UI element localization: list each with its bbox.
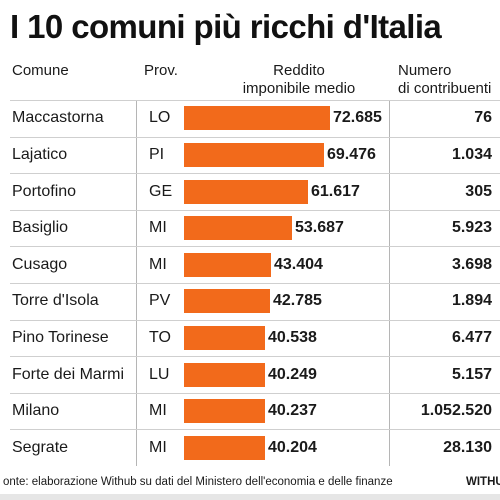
- prov-label: MI: [149, 219, 167, 236]
- prov-label: PI: [149, 146, 165, 163]
- prov-label: GE: [149, 183, 173, 200]
- contribuenti-value: 3.698: [451, 256, 492, 273]
- comune-label: Milano: [12, 402, 60, 419]
- contribuenti-value: 5.923: [451, 219, 492, 236]
- comune-label: Maccastorna: [12, 109, 104, 126]
- row-divider: [10, 429, 500, 430]
- row-divider: [10, 173, 500, 174]
- bar: [184, 399, 265, 423]
- prov-label: MI: [149, 402, 167, 419]
- bar-value-label: 43.404: [274, 256, 323, 273]
- bar: [184, 106, 330, 130]
- row-divider: [10, 356, 500, 357]
- bar: [184, 253, 271, 277]
- row-divider: [10, 137, 500, 138]
- row-divider: [10, 100, 500, 101]
- prov-label: TO: [149, 329, 171, 346]
- bar: [184, 180, 308, 204]
- contribuenti-value: 1.034: [451, 146, 492, 163]
- row-divider: [10, 246, 500, 247]
- bar-value-label: 72.685: [333, 109, 382, 126]
- row-divider: [10, 393, 500, 394]
- contribuenti-value: 76: [474, 109, 492, 126]
- bar-value-label: 42.785: [273, 292, 322, 309]
- comune-label: Segrate: [12, 439, 69, 456]
- bar: [184, 326, 265, 350]
- comune-label: Pino Torinese: [12, 329, 109, 346]
- bar-value-label: 53.687: [295, 219, 344, 236]
- comune-label: Basiglio: [12, 219, 69, 236]
- bar-value-label: 40.538: [268, 329, 317, 346]
- bar-value-label: 40.204: [268, 439, 317, 456]
- comune-label: Torre d'Isola: [12, 292, 99, 309]
- bar-value-label: 61.617: [311, 183, 360, 200]
- contribuenti-value: 5.157: [451, 366, 492, 383]
- row-divider: [10, 210, 500, 211]
- prov-label: LU: [149, 366, 170, 383]
- bar-value-label: 40.249: [268, 366, 317, 383]
- contribuenti-value: 305: [465, 183, 492, 200]
- contribuenti-value: 1.894: [451, 292, 492, 309]
- header-comune: Comune: [12, 62, 69, 79]
- bar: [184, 363, 265, 387]
- prov-label: LO: [149, 109, 171, 126]
- contribuenti-value: 6.477: [451, 329, 492, 346]
- header-prov: Prov.: [144, 62, 178, 79]
- brand-logo-text: WITHUB: [466, 476, 500, 488]
- source-note: onte: elaborazione Withub su dati del Mi…: [3, 476, 393, 488]
- bar: [184, 289, 270, 313]
- row-divider: [10, 283, 500, 284]
- comune-label: Portofino: [12, 183, 77, 200]
- contribuenti-value: 1.052.520: [420, 402, 492, 419]
- bottom-strip: [0, 494, 500, 500]
- header-reddito: Reddito imponibile medio: [242, 62, 356, 97]
- bar-value-label: 69.476: [327, 146, 376, 163]
- bar-value-label: 40.237: [268, 402, 317, 419]
- prov-label: MI: [149, 439, 167, 456]
- comune-label: Forte dei Marmi: [12, 366, 125, 383]
- contribuenti-value: 28.130: [443, 439, 492, 456]
- chart-title: I 10 comuni più ricchi d'Italia: [10, 8, 442, 45]
- comune-label: Lajatico: [12, 146, 68, 163]
- bar: [184, 216, 292, 240]
- header-contribuenti: Numero di contribuenti: [398, 62, 492, 97]
- bar: [184, 436, 265, 460]
- prov-label: PV: [149, 292, 171, 309]
- comune-label: Cusago: [12, 256, 68, 273]
- row-divider: [10, 320, 500, 321]
- bar: [184, 143, 324, 167]
- prov-label: MI: [149, 256, 167, 273]
